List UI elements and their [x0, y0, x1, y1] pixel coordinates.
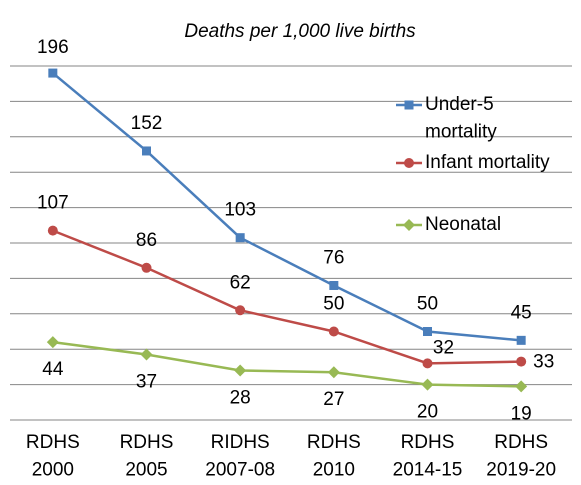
marker	[235, 305, 246, 316]
marker	[515, 380, 528, 393]
data-label: 19	[511, 403, 532, 424]
marker	[404, 158, 414, 168]
marker	[48, 68, 58, 78]
chart-title: Deaths per 1,000 live births	[184, 21, 416, 42]
marker	[422, 358, 433, 369]
marker	[234, 364, 247, 377]
marker	[46, 336, 59, 349]
data-label: 33	[533, 352, 554, 373]
x-tick-label: RDHS 2010	[307, 432, 361, 481]
series-line	[52, 72, 522, 342]
marker	[423, 327, 432, 336]
x-tick-label: RDHS 2000	[26, 432, 80, 481]
data-label: 62	[230, 272, 251, 293]
x-tick-label: RIDHS 2007-08	[205, 432, 275, 481]
legend-label: Under-5 mortality	[425, 94, 497, 143]
data-label: 76	[323, 247, 344, 268]
marker	[329, 280, 339, 290]
data-label: 44	[42, 359, 64, 380]
x-tick-label: RDHS 2014-15	[393, 432, 463, 481]
marker	[235, 233, 245, 243]
data-label: 103	[224, 200, 256, 221]
marker	[141, 262, 152, 273]
x-tick-label: RDHS 2005	[120, 432, 174, 481]
data-label: 50	[323, 294, 344, 315]
data-label: 50	[417, 294, 438, 315]
series-line	[52, 229, 522, 365]
marker	[47, 225, 58, 236]
x-tick-label: RDHS 2019-20	[486, 432, 556, 481]
marker	[421, 378, 434, 391]
marker	[142, 146, 151, 156]
marker	[327, 366, 340, 379]
marker	[404, 100, 414, 110]
legend-label: Infant mortality	[425, 152, 550, 173]
data-label: 152	[131, 113, 163, 134]
data-label: 196	[37, 37, 69, 58]
data-label: 37	[136, 372, 157, 393]
marker	[516, 335, 526, 345]
data-label: 45	[511, 302, 532, 323]
series-line	[52, 340, 522, 388]
marker	[403, 219, 415, 231]
data-label: 86	[136, 230, 157, 251]
legend-label: Neonatal	[425, 214, 501, 235]
marker	[140, 348, 153, 361]
data-label: 27	[323, 389, 344, 410]
marker	[328, 326, 339, 337]
data-label: 28	[230, 387, 251, 408]
data-label: 107	[37, 193, 69, 214]
data-label: 20	[417, 402, 438, 423]
marker	[516, 356, 527, 367]
data-label: 32	[433, 337, 454, 358]
